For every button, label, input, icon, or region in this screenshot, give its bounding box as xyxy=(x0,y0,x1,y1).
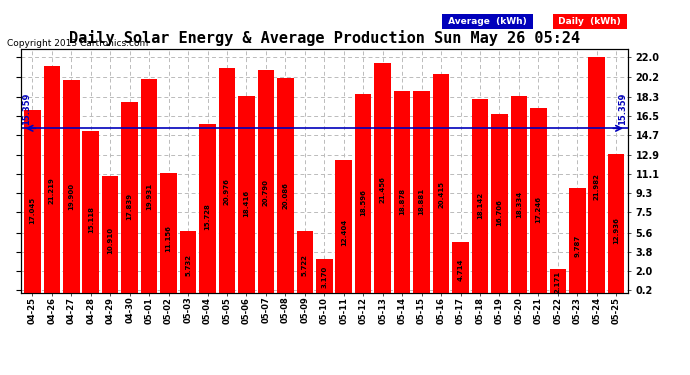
Text: 21.456: 21.456 xyxy=(380,176,386,203)
Bar xyxy=(316,259,333,292)
Text: 18.878: 18.878 xyxy=(399,188,405,215)
Text: 18.334: 18.334 xyxy=(516,190,522,218)
Text: 12.936: 12.936 xyxy=(613,217,619,244)
Bar xyxy=(433,74,449,292)
Bar xyxy=(219,68,235,292)
Bar xyxy=(452,242,469,292)
Bar xyxy=(180,231,197,292)
Bar xyxy=(121,102,138,292)
Text: Daily  (kWh): Daily (kWh) xyxy=(555,17,624,26)
Bar xyxy=(335,160,352,292)
Text: 5.732: 5.732 xyxy=(185,254,191,276)
Text: 2.171: 2.171 xyxy=(555,271,561,293)
Text: 20.790: 20.790 xyxy=(263,179,269,206)
Text: 11.156: 11.156 xyxy=(166,225,172,252)
Text: 20.976: 20.976 xyxy=(224,178,230,205)
Text: Copyright 2013 Cartronics.com: Copyright 2013 Cartronics.com xyxy=(7,39,148,48)
Text: 12.404: 12.404 xyxy=(341,219,347,246)
Title: Daily Solar Energy & Average Production Sun May 26 05:24: Daily Solar Energy & Average Production … xyxy=(69,30,580,46)
Text: 18.596: 18.596 xyxy=(360,190,366,216)
Bar xyxy=(238,96,255,292)
Bar xyxy=(102,176,119,292)
Bar xyxy=(83,131,99,292)
Text: 19.900: 19.900 xyxy=(68,183,75,210)
Text: 19.931: 19.931 xyxy=(146,183,152,210)
Bar xyxy=(199,124,216,292)
Text: Average  (kWh): Average (kWh) xyxy=(445,17,530,26)
Text: 21.219: 21.219 xyxy=(49,177,55,204)
Bar xyxy=(297,231,313,292)
Text: 15.728: 15.728 xyxy=(204,203,210,230)
Text: 15.359: 15.359 xyxy=(22,93,31,125)
Text: 16.706: 16.706 xyxy=(496,199,502,226)
Text: 18.142: 18.142 xyxy=(477,192,483,219)
Bar xyxy=(394,91,411,292)
Text: 9.787: 9.787 xyxy=(574,234,580,256)
Text: 4.714: 4.714 xyxy=(457,259,464,281)
Bar xyxy=(569,188,586,292)
Bar xyxy=(355,94,371,292)
Text: 15.359: 15.359 xyxy=(618,93,627,125)
Bar xyxy=(375,63,391,292)
Bar xyxy=(549,269,566,292)
Text: 17.045: 17.045 xyxy=(30,197,35,224)
Text: 15.118: 15.118 xyxy=(88,206,94,233)
Bar xyxy=(472,99,489,292)
Text: 21.982: 21.982 xyxy=(594,173,600,200)
Bar xyxy=(160,173,177,292)
Text: 5.722: 5.722 xyxy=(302,254,308,276)
Bar xyxy=(24,110,41,292)
Text: 18.881: 18.881 xyxy=(419,188,424,215)
Bar xyxy=(141,80,157,292)
Bar xyxy=(608,154,624,292)
Text: 17.839: 17.839 xyxy=(127,193,132,220)
Bar xyxy=(491,114,508,292)
Text: 10.910: 10.910 xyxy=(107,226,113,254)
Text: 20.415: 20.415 xyxy=(438,181,444,208)
Text: 3.170: 3.170 xyxy=(322,266,327,288)
Bar xyxy=(277,78,294,292)
Bar xyxy=(511,96,527,292)
Bar xyxy=(257,70,274,292)
Bar xyxy=(413,91,430,292)
Bar xyxy=(63,80,79,292)
Bar xyxy=(43,66,60,292)
Bar xyxy=(589,57,605,292)
Bar xyxy=(530,108,546,292)
Text: 17.246: 17.246 xyxy=(535,196,542,223)
Text: 18.416: 18.416 xyxy=(244,190,250,217)
Text: 20.086: 20.086 xyxy=(282,182,288,209)
